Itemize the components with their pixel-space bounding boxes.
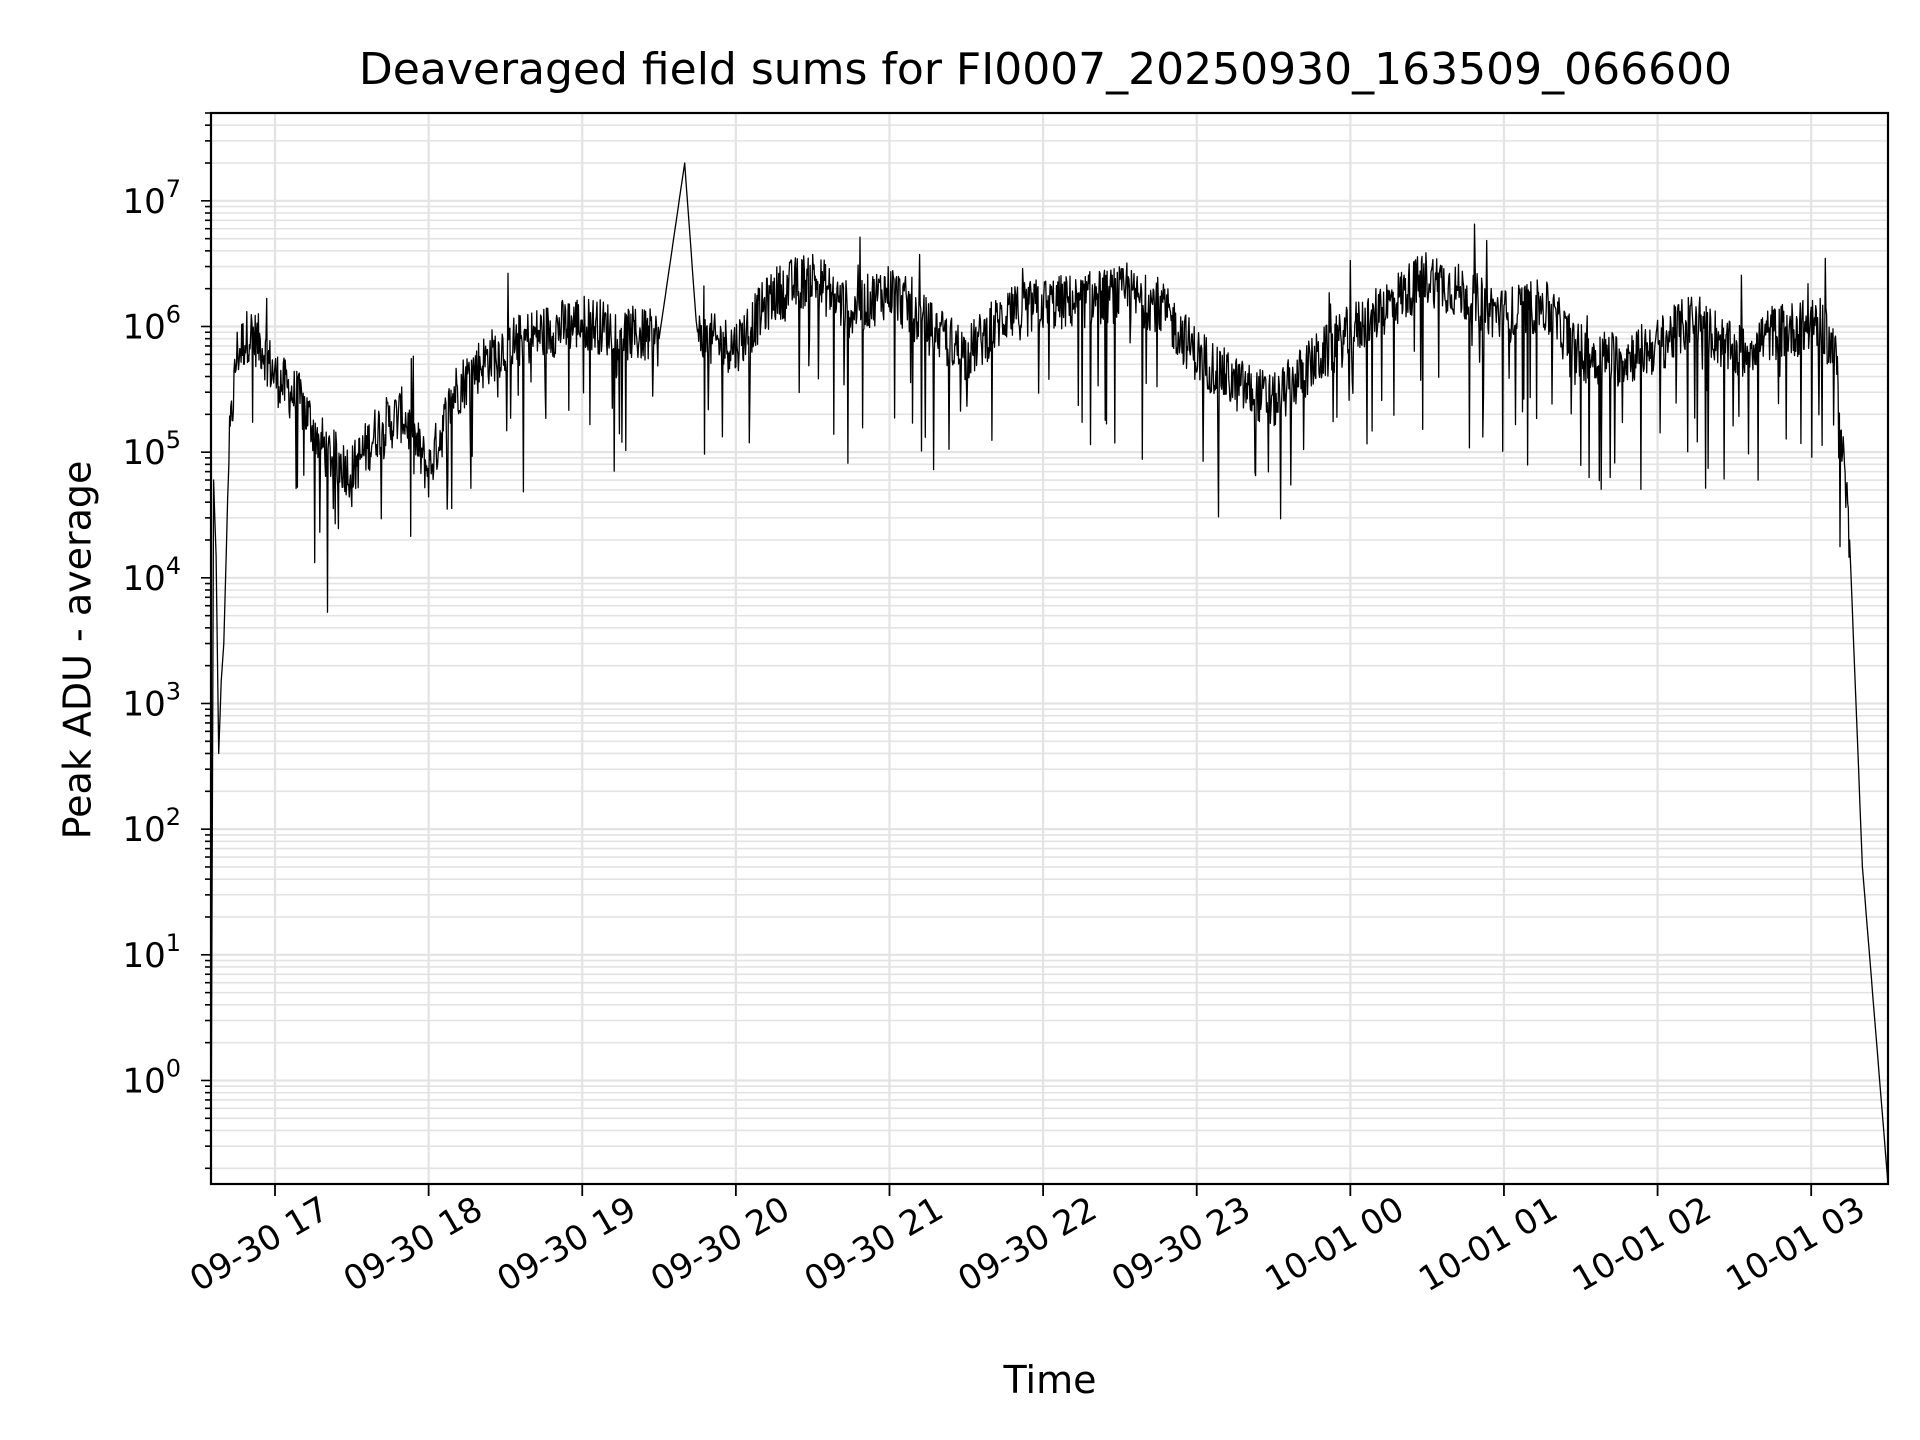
x-axis-label: Time	[1003, 1358, 1097, 1402]
y-tick-label: 100	[122, 1054, 181, 1101]
series-line	[210, 162, 1889, 1185]
y-tick-label: 107	[122, 175, 181, 222]
y-tick-label: 105	[122, 426, 181, 473]
y-tick-label: 106	[122, 300, 181, 347]
y-tick-label: 101	[122, 929, 181, 976]
chart-title: Deaveraged field sums for FI0007_2025093…	[359, 44, 1732, 95]
y-axis-label: Peak ADU - average	[56, 461, 100, 840]
y-tick-label: 104	[122, 552, 181, 599]
y-tick-label: 102	[122, 803, 181, 850]
y-tick-label: 103	[122, 677, 181, 724]
plot-frame	[209, 111, 1890, 1186]
